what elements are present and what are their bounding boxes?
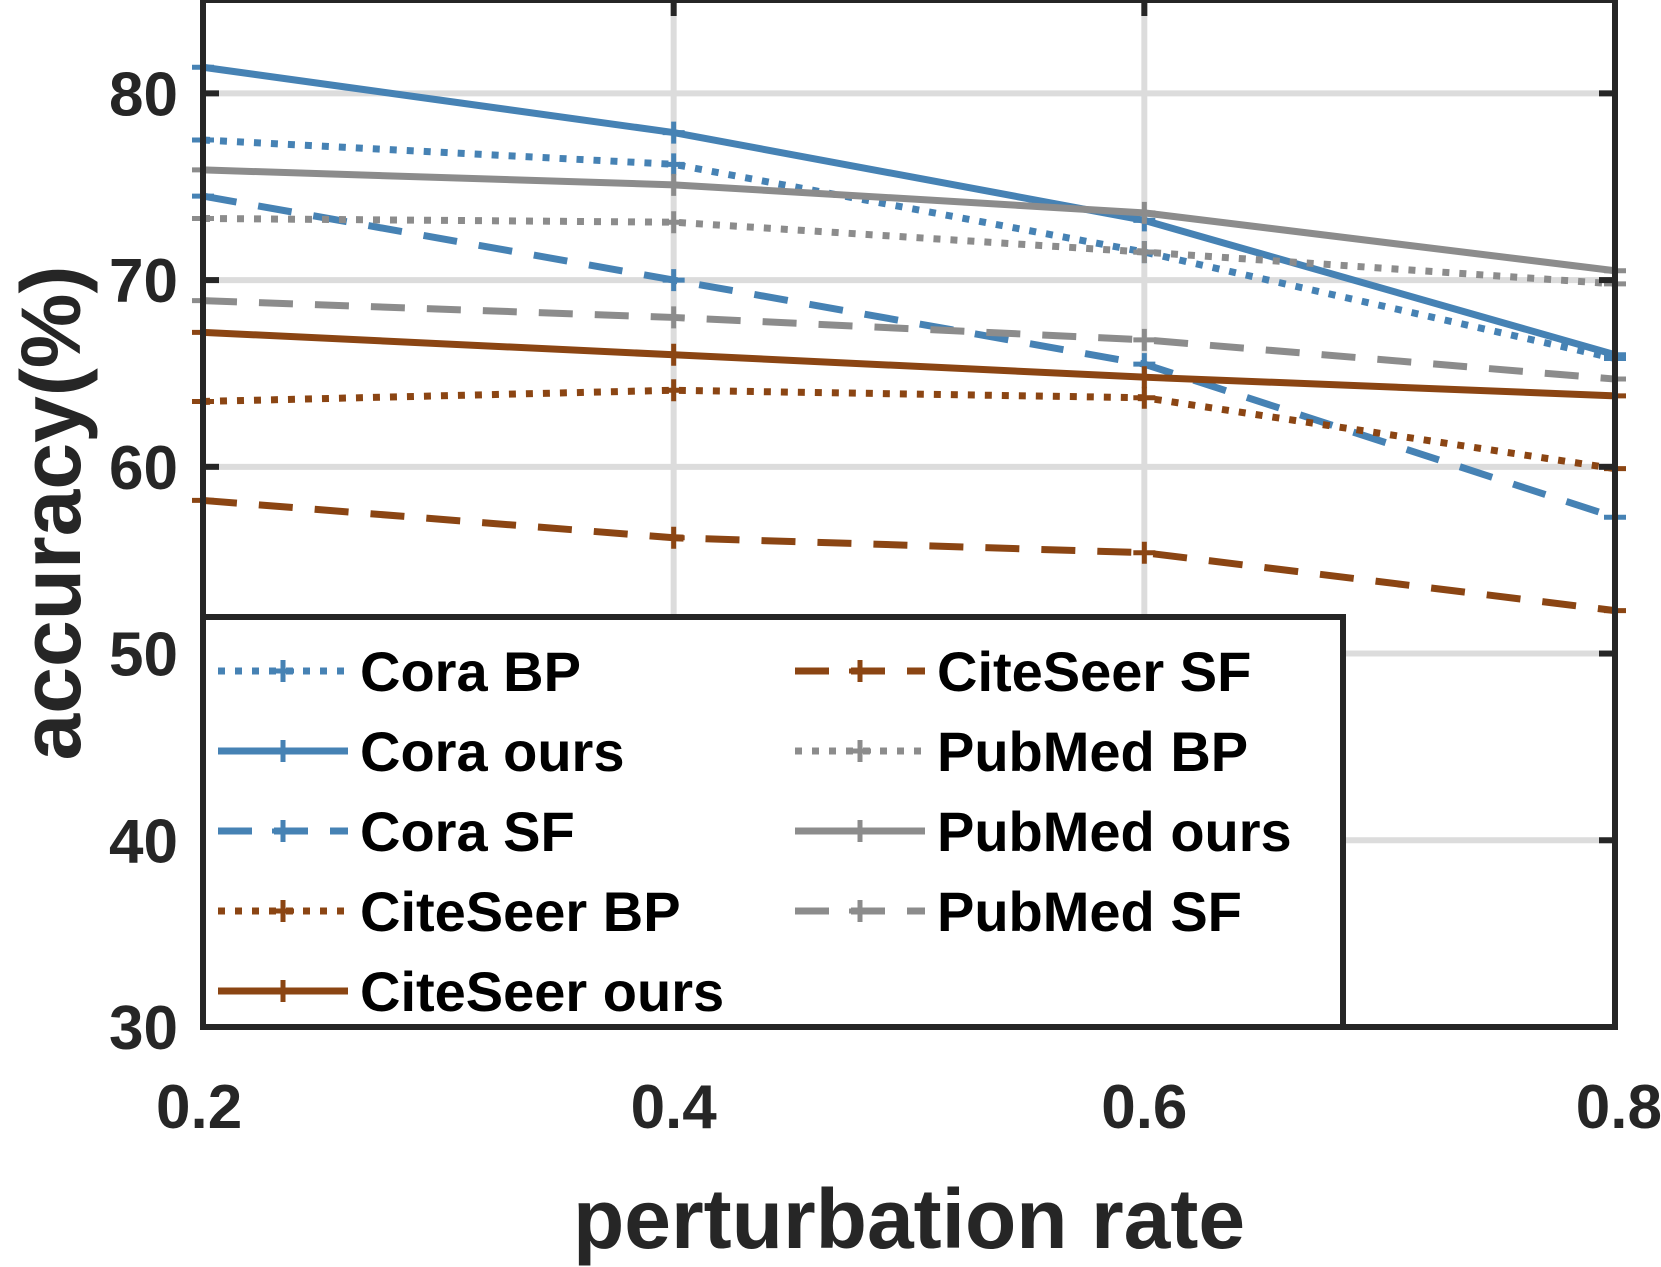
data-point [662, 269, 685, 292]
legend-entry-pubmed-ours: PubMed ours [795, 800, 1292, 863]
legend-label: PubMed BP [937, 720, 1248, 783]
legend-marker [849, 900, 871, 922]
x-tick-label: 0.4 [631, 1073, 718, 1142]
series-line-pubmed-bp [202, 214, 1616, 288]
y-tick-labels: 30 40 50 60 70 80 [109, 60, 178, 1063]
legend-entry-cora-sf: Cora SF [218, 800, 575, 863]
data-point [662, 173, 685, 196]
y-tick-label: 30 [109, 994, 178, 1063]
x-tick-labels: 0.2 0.4 0.6 0.8 [156, 1073, 1661, 1142]
y-tick-label: 50 [109, 621, 178, 690]
data-point [662, 153, 685, 176]
series-line-cora-sf [202, 192, 1617, 521]
legend-marker [849, 820, 871, 842]
y-tick-label: 80 [109, 60, 178, 129]
legend-marker [272, 660, 294, 682]
legend-entry-citeseer-ours: CiteSeer ours [218, 960, 724, 1023]
series-line-citeseer-bp [202, 386, 1616, 473]
legend-entry-pubmed-sf: PubMed SF [795, 880, 1242, 943]
data-point [1133, 201, 1156, 224]
legend-label: Cora BP [360, 640, 581, 703]
x-axis-title: perturbation rate [573, 1172, 1245, 1266]
legend-label: CiteSeer BP [360, 880, 681, 943]
legend-marker [272, 740, 294, 762]
legend-label: Cora SF [360, 800, 575, 863]
y-tick-label: 40 [109, 807, 178, 876]
legend-marker [272, 980, 294, 1002]
y-tick-label: 60 [109, 434, 178, 503]
series-line-cora-bp [202, 136, 1616, 362]
series-line-citeseer-sf [202, 496, 1616, 615]
data-point [1133, 241, 1156, 264]
legend-entry-citeseer-bp: CiteSeer BP [218, 880, 681, 943]
legend-marker [272, 900, 294, 922]
legend-entry-cora-bp: Cora BP [218, 640, 581, 703]
legend-label: CiteSeer SF [937, 640, 1251, 703]
data-point [1133, 541, 1156, 564]
data-point [662, 526, 685, 549]
series-line-cora-ours [202, 63, 1616, 359]
data-point [1133, 328, 1156, 351]
x-tick-label: 0.8 [1576, 1073, 1661, 1142]
data-point [662, 211, 685, 234]
data-point [662, 306, 685, 329]
data-point [662, 343, 685, 366]
legend: Cora BP Cora ours Cora SF CiteSeer BP CiteSe… [200, 614, 1346, 1030]
legend-entry-cora-ours: Cora ours [218, 720, 625, 783]
data-point [1133, 366, 1156, 389]
x-tick-label: 0.6 [1101, 1073, 1187, 1142]
series-line-citeseer-ours [202, 328, 1616, 400]
legend-label: Cora ours [360, 720, 625, 783]
legend-entry-citeseer-sf: CiteSeer SF [795, 640, 1251, 703]
y-tick-label: 70 [109, 247, 178, 316]
legend-marker [272, 820, 294, 842]
legend-entry-pubmed-bp: PubMed BP [795, 720, 1248, 783]
data-point [1133, 386, 1156, 409]
legend-marker [849, 740, 871, 762]
legend-marker [849, 660, 871, 682]
data-point [662, 379, 685, 402]
legend-label: PubMed SF [937, 880, 1242, 943]
y-axis-title: accuracy(%) [4, 266, 98, 761]
series-line-pubmed-sf [202, 297, 1616, 383]
legend-label: CiteSeer ours [360, 960, 724, 1023]
legend-label: PubMed ours [937, 800, 1292, 863]
series-line-pubmed-ours [202, 166, 1616, 275]
x-tick-label: 0.2 [156, 1073, 242, 1142]
data-point [662, 121, 685, 144]
legend-box [200, 614, 1346, 1030]
